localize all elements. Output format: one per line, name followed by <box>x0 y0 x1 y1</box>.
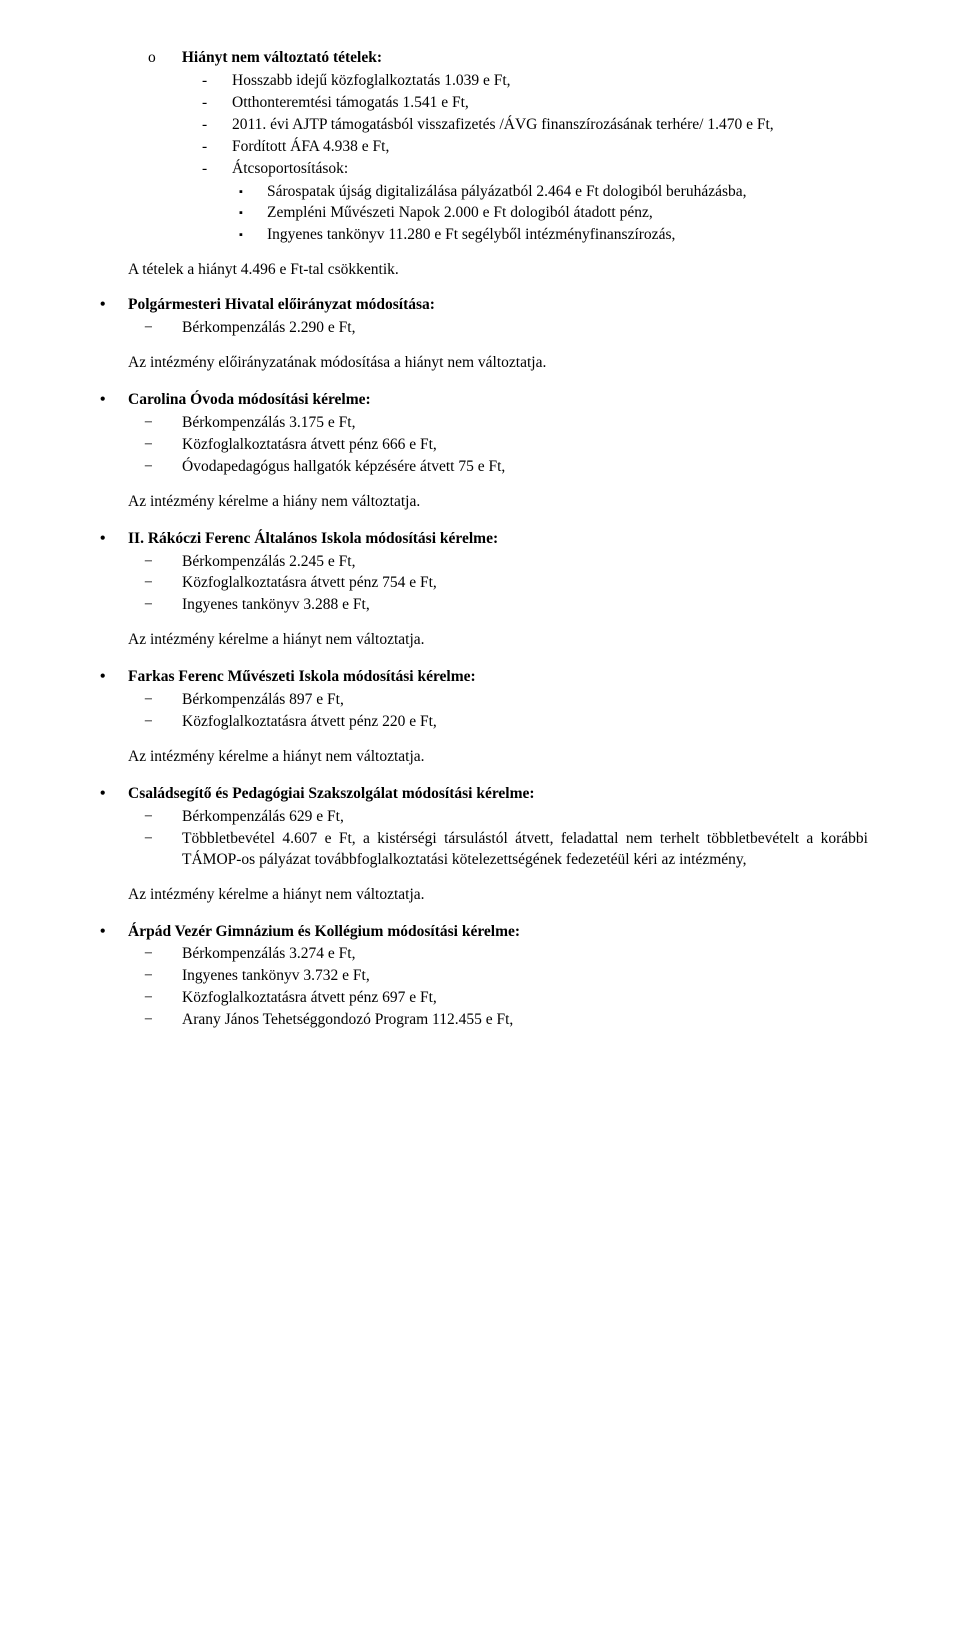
section-after: Az intézmény kérelme a hiányt nem változ… <box>92 885 868 906</box>
list-item: Közfoglalkoztatásra átvett pénz 754 e Ft… <box>182 573 868 594</box>
section-title: Carolina Óvoda módosítási kérelme: <box>128 391 371 408</box>
list-item: Ingyenes tankönyv 3.732 e Ft, <box>182 966 868 987</box>
list-item: Óvodapedagógus hallgatók képzésére átvet… <box>182 457 868 478</box>
section-title: Családsegítő és Pedagógiai Szakszolgálat… <box>128 785 535 802</box>
list-item: Arany János Tehetséggondozó Program 112.… <box>182 1010 868 1031</box>
top-heading: Hiányt nem változtató tételek: <box>182 49 382 66</box>
section-title: Farkas Ferenc Művészeti Iskola módosítás… <box>128 668 476 685</box>
section: Carolina Óvoda módosítási kérelme: Bérko… <box>92 390 868 513</box>
sections-list: Polgármesteri Hivatal előirányzat módosí… <box>92 295 868 1031</box>
top-sublist: Hosszabb idejű közfoglalkoztatás 1.039 e… <box>92 71 868 180</box>
list-item: Többletbevétel 4.607 e Ft, a kistérségi … <box>182 829 868 871</box>
section-after: Az intézmény kérelme a hiányt nem változ… <box>92 747 868 768</box>
top-item: Hosszabb idejű közfoglalkoztatás 1.039 e… <box>232 71 868 92</box>
section-after: Az intézmény kérelme a hiány nem változt… <box>92 492 868 513</box>
top-square-item: Sárospatak újság digitalizálása pályázat… <box>267 182 868 203</box>
section-items: Bérkompenzálás 2.290 e Ft, <box>92 318 868 339</box>
top-item: Otthonteremtési támogatás 1.541 e Ft, <box>232 93 868 114</box>
top-square-item: Ingyenes tankönyv 11.280 e Ft segélyből … <box>267 225 868 246</box>
list-item: Bérkompenzálás 2.245 e Ft, <box>182 552 868 573</box>
section: Családsegítő és Pedagógiai Szakszolgálat… <box>92 784 868 906</box>
section-items: Bérkompenzálás 629 e Ft, Többletbevétel … <box>92 807 868 871</box>
section: Polgármesteri Hivatal előirányzat módosí… <box>92 295 868 374</box>
list-item: Közfoglalkoztatásra átvett pénz 697 e Ft… <box>182 988 868 1009</box>
section-items: Bérkompenzálás 897 e Ft, Közfoglalkoztat… <box>92 690 868 733</box>
top-item: Fordított ÁFA 4.938 e Ft, <box>232 137 868 158</box>
list-item: Bérkompenzálás 3.175 e Ft, <box>182 413 868 434</box>
section-items: Bérkompenzálás 3.175 e Ft, Közfoglalkozt… <box>92 413 868 478</box>
top-item: Átcsoportosítások: <box>232 159 868 180</box>
top-closing: A tételek a hiányt 4.496 e Ft-tal csökke… <box>92 260 868 281</box>
list-item: Közfoglalkoztatásra átvett pénz 666 e Ft… <box>182 435 868 456</box>
list-item: Ingyenes tankönyv 3.288 e Ft, <box>182 595 868 616</box>
top-heading-row: Hiányt nem változtató tételek: <box>92 48 868 69</box>
list-item: Bérkompenzálás 2.290 e Ft, <box>182 318 868 339</box>
section-items: Bérkompenzálás 3.274 e Ft, Ingyenes tank… <box>92 944 868 1031</box>
list-item: Bérkompenzálás 629 e Ft, <box>182 807 868 828</box>
section: II. Rákóczi Ferenc Általános Iskola módo… <box>92 529 868 652</box>
section: Farkas Ferenc Művészeti Iskola módosítás… <box>92 667 868 768</box>
section-title: Polgármesteri Hivatal előirányzat módosí… <box>128 296 435 313</box>
list-item: Közfoglalkoztatásra átvett pénz 220 e Ft… <box>182 712 868 733</box>
top-square-list: Sárospatak újság digitalizálása pályázat… <box>92 182 868 247</box>
section-title: Árpád Vezér Gimnázium és Kollégium módos… <box>128 923 520 940</box>
top-square-item: Zempléni Művészeti Napok 2.000 e Ft dolo… <box>267 203 868 224</box>
top-item: 2011. évi AJTP támogatásból visszafizeté… <box>232 115 868 136</box>
section-after: Az intézmény kérelme a hiányt nem változ… <box>92 630 868 651</box>
section: Árpád Vezér Gimnázium és Kollégium módos… <box>92 922 868 1032</box>
section-after: Az intézmény előirányzatának módosítása … <box>92 353 868 374</box>
list-item: Bérkompenzálás 897 e Ft, <box>182 690 868 711</box>
list-item: Bérkompenzálás 3.274 e Ft, <box>182 944 868 965</box>
section-title: II. Rákóczi Ferenc Általános Iskola módo… <box>128 530 498 547</box>
section-items: Bérkompenzálás 2.245 e Ft, Közfoglalkozt… <box>92 552 868 617</box>
